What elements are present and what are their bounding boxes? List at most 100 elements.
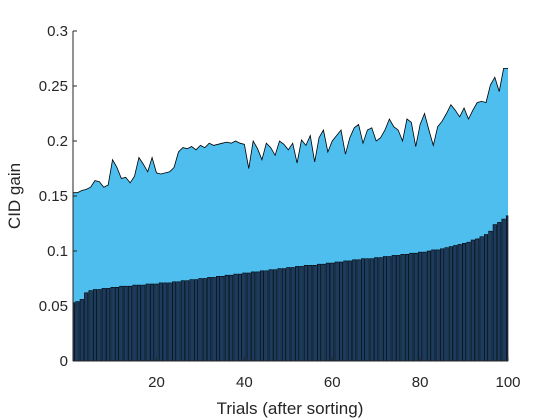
bar <box>356 259 361 362</box>
bar <box>286 267 291 362</box>
bar <box>475 238 480 362</box>
bar <box>435 249 440 362</box>
y-tick-label: 0.15 <box>39 188 68 205</box>
bar <box>317 263 322 362</box>
x-tick-label: 40 <box>236 374 253 391</box>
bar <box>84 292 89 362</box>
bar <box>189 279 194 362</box>
bar <box>79 299 84 362</box>
bar <box>224 274 229 362</box>
bar <box>374 257 379 362</box>
bar <box>123 285 128 362</box>
bar <box>220 275 225 362</box>
bar <box>211 277 216 362</box>
bar <box>497 222 502 362</box>
bar <box>229 274 234 362</box>
bar <box>466 241 471 362</box>
bar <box>198 278 203 362</box>
bar <box>295 266 300 362</box>
bar <box>106 288 111 362</box>
bar <box>268 269 273 362</box>
bar <box>378 257 383 362</box>
bar <box>259 270 264 362</box>
bar <box>457 244 462 362</box>
x-tick-label: 100 <box>495 374 520 391</box>
bar <box>343 260 348 362</box>
bar <box>352 259 357 362</box>
bar <box>185 280 190 362</box>
bar <box>365 258 370 362</box>
bar <box>264 270 269 362</box>
y-tick-label: 0.3 <box>47 23 68 40</box>
bar <box>163 282 168 362</box>
bar <box>400 254 405 362</box>
bar <box>136 284 141 362</box>
bar <box>299 266 304 362</box>
bar <box>409 252 414 362</box>
bar <box>426 250 431 362</box>
bar <box>413 252 418 362</box>
bar <box>321 263 326 362</box>
bar-layer <box>72 215 509 362</box>
bar <box>330 262 335 362</box>
bar <box>251 271 256 362</box>
bar <box>505 215 509 362</box>
y-tick-label: 0.2 <box>47 133 68 150</box>
bar <box>128 285 133 362</box>
bar <box>453 245 458 362</box>
bar <box>141 284 146 362</box>
bar <box>132 284 137 362</box>
bar <box>308 264 313 362</box>
y-tick-label: 0.25 <box>39 78 68 95</box>
x-tick-label: 60 <box>324 374 341 391</box>
bar <box>347 260 352 362</box>
bar <box>422 251 427 362</box>
bar <box>176 281 181 362</box>
y-tick-label: 0.1 <box>47 243 68 260</box>
bar <box>440 248 445 362</box>
bar <box>242 272 247 362</box>
bar <box>312 264 317 362</box>
bar <box>145 283 150 362</box>
bar <box>444 247 449 362</box>
bar <box>418 251 423 362</box>
bar <box>88 290 93 362</box>
bar <box>202 278 207 362</box>
bar <box>277 268 282 362</box>
bar <box>154 283 159 362</box>
bar <box>97 289 102 362</box>
bar <box>396 255 401 362</box>
bar <box>255 271 260 362</box>
bar <box>150 283 155 362</box>
bar <box>101 288 106 362</box>
x-axis-title: Trials (after sorting) <box>217 399 364 418</box>
bar <box>338 261 344 362</box>
bar <box>501 218 506 362</box>
bar <box>387 256 392 362</box>
bar <box>237 273 243 362</box>
bar <box>158 282 163 362</box>
bar <box>479 236 484 362</box>
bar <box>431 249 436 362</box>
bar <box>369 258 374 362</box>
bar <box>448 246 453 362</box>
y-tick-label: 0 <box>60 353 68 370</box>
bar <box>281 268 286 362</box>
bar <box>215 275 221 362</box>
bar <box>290 267 295 362</box>
axis-layer <box>72 30 509 362</box>
bar <box>382 256 388 362</box>
bar <box>325 262 330 362</box>
bar <box>492 224 497 362</box>
bar <box>273 269 278 362</box>
bar <box>92 289 98 362</box>
bar <box>483 234 489 362</box>
bar <box>207 277 212 362</box>
bar <box>391 255 396 362</box>
bar <box>180 280 185 362</box>
bar <box>119 285 124 362</box>
x-tick-label: 80 <box>412 374 429 391</box>
bar <box>360 258 366 362</box>
